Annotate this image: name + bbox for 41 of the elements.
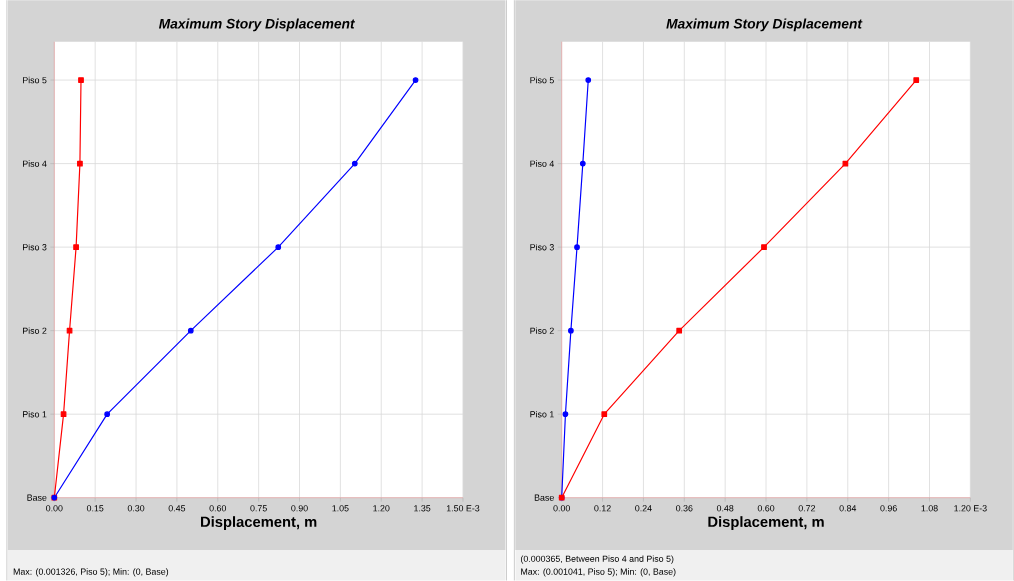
y-tick-label: Piso 4	[530, 160, 554, 167]
x-tick-label: 0.15	[86, 505, 104, 512]
x-tick-label: 0.84	[839, 505, 857, 512]
x-axis-title: Displacement, m	[708, 516, 824, 530]
x-tick-label: 0.48	[716, 505, 734, 512]
x-tick-label: 0.30	[127, 505, 145, 512]
y-tick-label: Piso 5	[530, 76, 554, 84]
x-tick-label: 1.50 E-3	[446, 505, 480, 512]
x-tick-label: 0.60	[757, 505, 775, 512]
y-tick-label: Piso 3	[530, 243, 554, 251]
x-tick-label: 0.00	[46, 505, 63, 512]
text: Max: (0.001326, Piso 5); Min: (0, Base)	[13, 568, 169, 577]
y-tick-label: Piso 1	[23, 411, 47, 418]
chart-title: Maximum Story Displacement	[666, 18, 863, 32]
x-tick-label: 0.12	[594, 505, 611, 512]
y-tick-label: Base	[27, 494, 47, 501]
y-tick-label: Piso 3	[23, 243, 47, 251]
x-tick-label: 1.08	[921, 505, 938, 512]
x-tick-label: 0.00	[553, 505, 570, 512]
y-tick-label: Piso 2	[530, 327, 554, 334]
x-tick-label: 0.72	[798, 505, 816, 512]
x-axis-title: Displacement, m	[201, 516, 317, 530]
y-tick-label: Piso 4	[23, 160, 47, 167]
y-tick-label: Piso 5	[23, 76, 47, 84]
chart-title: Maximum Story Displacement	[158, 18, 356, 32]
x-tick-label: 1.20 E-3	[954, 505, 987, 512]
x-tick-label: 1.35	[414, 505, 431, 512]
x-tick-label: 1.20	[373, 505, 390, 512]
x-tick-label: 0.60	[209, 505, 227, 512]
x-tick-label: 1.05	[332, 505, 349, 512]
text: (0.000365, Between Piso 4 and Piso 5)	[520, 555, 674, 564]
x-tick-label: 0.75	[250, 505, 267, 512]
x-tick-label: 0.96	[880, 505, 897, 512]
x-tick-label: 0.36	[676, 505, 693, 512]
y-tick-label: Piso 2	[23, 327, 47, 334]
y-tick-label: Base	[534, 494, 554, 501]
x-tick-label: 0.24	[635, 505, 652, 512]
text: Max: (0.001041, Piso 5); Min: (0, Base)	[521, 568, 676, 577]
y-tick-label: Piso 1	[530, 411, 554, 418]
x-tick-label: 0.45	[168, 505, 186, 512]
x-tick-label: 0.90	[291, 505, 308, 512]
